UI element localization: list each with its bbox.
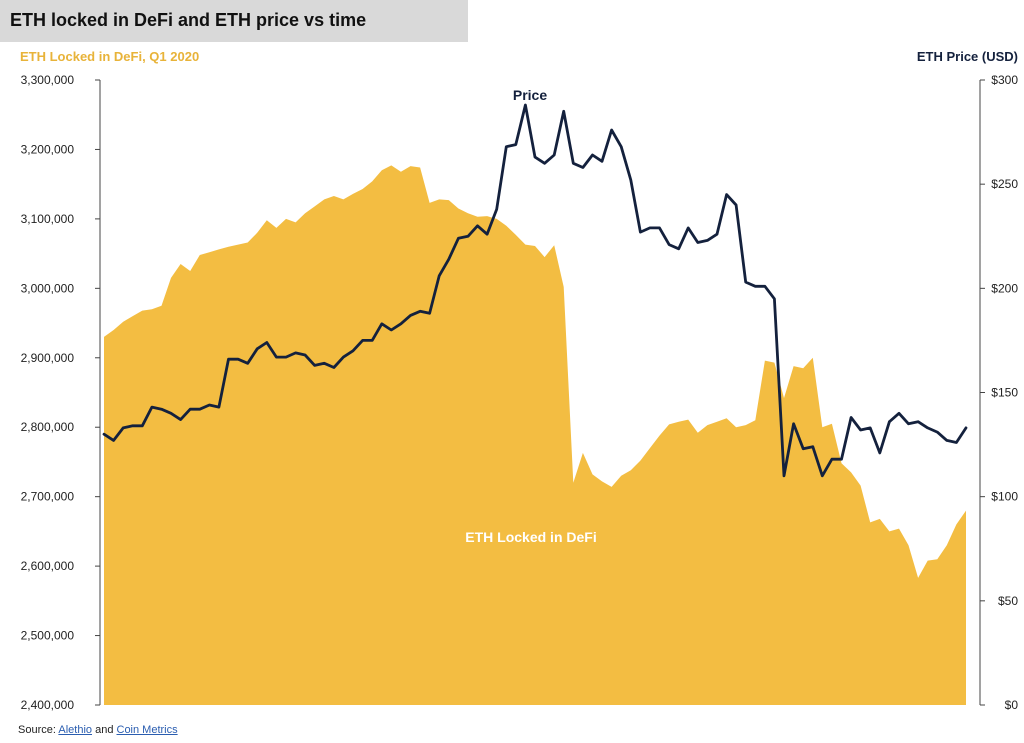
left-tick-label: 2,800,000	[21, 420, 75, 434]
right-tick-label: $0	[1005, 698, 1019, 712]
series-line-price	[102, 103, 968, 478]
source-joiner: and	[95, 724, 114, 736]
series-area-eth-locked	[104, 165, 966, 705]
left-axis-title: ETH Locked in DeFi, Q1 2020	[20, 49, 199, 64]
right-tick-label: $250	[991, 177, 1018, 191]
annotation-price: Price	[513, 87, 547, 103]
left-tick-label: 3,100,000	[21, 212, 75, 226]
left-tick-label: 2,700,000	[21, 490, 75, 504]
left-tick-label: 3,300,000	[21, 73, 75, 87]
source-link-alethio[interactable]: Alethio	[58, 724, 93, 736]
left-tick-label: 2,500,000	[21, 629, 75, 643]
right-tick-label: $100	[991, 490, 1018, 504]
annotation-eth-locked: ETH Locked in DeFi	[465, 529, 596, 545]
left-tick-label: 3,000,000	[21, 281, 75, 295]
left-tick-label: 2,600,000	[21, 559, 75, 573]
source-link-coin-metrics[interactable]: Coin Metrics	[116, 724, 178, 736]
right-tick-label: $200	[991, 281, 1018, 295]
left-tick-label: 2,900,000	[21, 351, 75, 365]
source-prefix: Source:	[18, 724, 56, 736]
right-tick-label: $150	[991, 386, 1018, 400]
chart-title: ETH locked in DeFi and ETH price vs time	[10, 10, 367, 30]
left-tick-label: 3,200,000	[21, 142, 75, 156]
right-axis-title: ETH Price (USD)	[917, 49, 1018, 64]
title-bar: ETH locked in DeFi and ETH price vs time	[0, 0, 468, 42]
left-tick-label: 2,400,000	[21, 698, 75, 712]
source-note: Source: Alethio and Coin Metrics	[18, 724, 178, 736]
right-tick-label: $50	[998, 594, 1018, 608]
right-tick-label: $300	[991, 73, 1018, 87]
